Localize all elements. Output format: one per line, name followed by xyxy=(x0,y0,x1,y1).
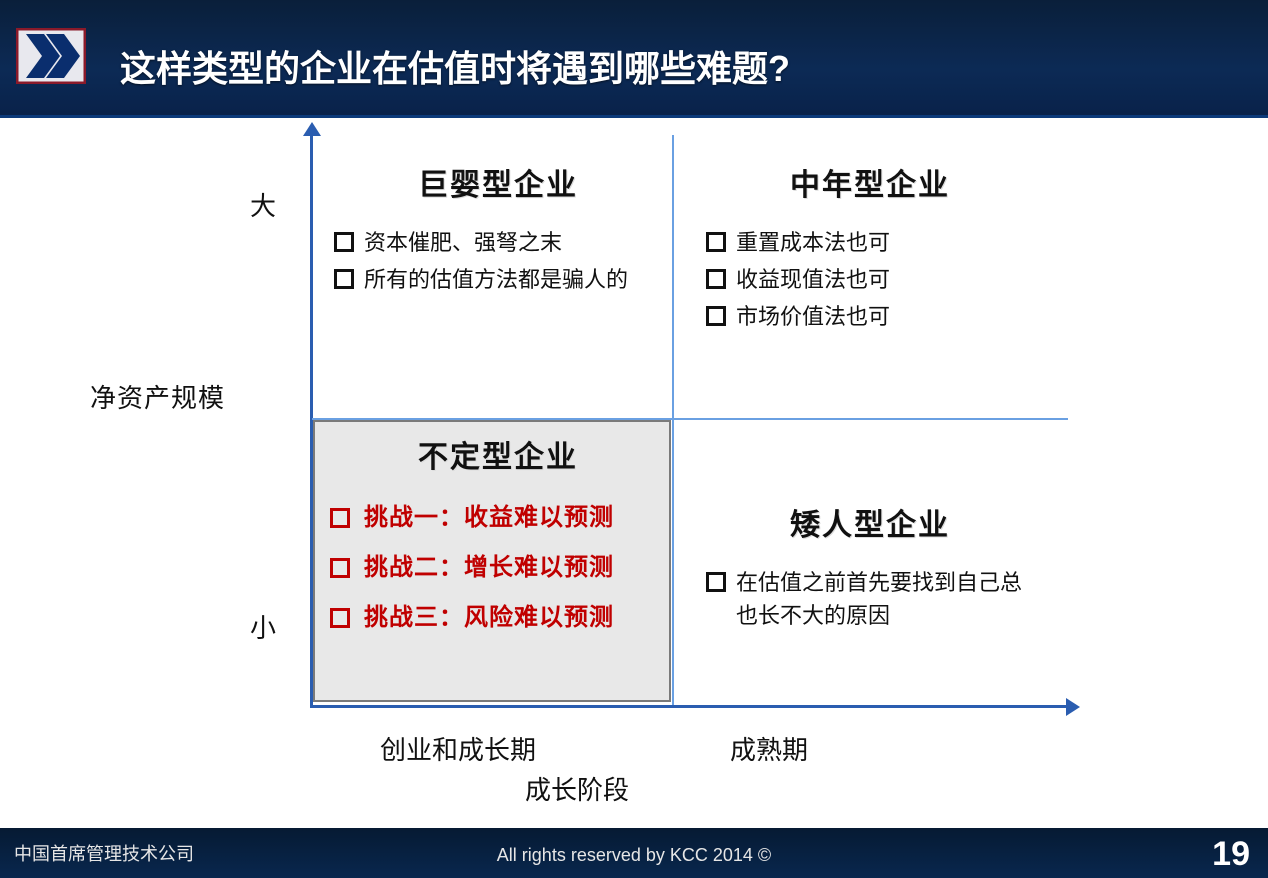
quadrant-title: 矮人型企业 xyxy=(700,500,1040,544)
page-number: 19 xyxy=(1212,835,1250,874)
quadrant-top-right: 中年型企业 重置成本法也可 收益现值法也可 市场价值法也可 xyxy=(700,160,1040,337)
quadrant-title: 巨婴型企业 xyxy=(328,160,668,204)
quadrant-title: 不定型企业 xyxy=(328,432,668,476)
bullet-list: 重置成本法也可 收益现值法也可 市场价值法也可 xyxy=(700,226,1040,333)
y-axis-label: 净资产规模 xyxy=(90,378,225,415)
quadrant-bottom-left: 不定型企业 挑战一：收益难以预测 挑战二：增长难以预测 挑战三：风险难以预测 xyxy=(328,432,668,650)
y-high-label: 大 xyxy=(250,186,276,223)
quadrant-top-left: 巨婴型企业 资本催肥、强弩之末 所有的估值方法都是骗人的 xyxy=(328,160,668,300)
quadrant-diagram: 大 小 净资产规模 创业和成长期 成熟期 成长阶段 巨婴型企业 资本催肥、强弩之… xyxy=(80,130,1080,790)
bullet-list: 在估值之前首先要找到自己总也长不大的原因 xyxy=(700,566,1040,632)
quadrant-bottom-right: 矮人型企业 在估值之前首先要找到自己总也长不大的原因 xyxy=(700,500,1040,636)
kcc-logo-icon xyxy=(16,28,86,84)
slide-title: 这样类型的企业在估值时将遇到哪些难题? xyxy=(120,40,790,92)
x-left-label: 创业和成长期 xyxy=(380,730,536,767)
header-divider xyxy=(0,115,1268,118)
bullet-item: 重置成本法也可 xyxy=(736,226,1040,259)
bullet-item: 挑战三：风险难以预测 xyxy=(364,600,668,636)
footer-center-text: All rights reserved by KCC 2014 © xyxy=(0,845,1268,866)
bullet-item: 资本催肥、强弩之末 xyxy=(364,226,668,259)
bullet-list-red: 挑战一：收益难以预测 挑战二：增长难以预测 挑战三：风险难以预测 xyxy=(328,500,668,636)
vertical-divider xyxy=(672,135,674,705)
slide-footer: 中国首席管理技术公司 All rights reserved by KCC 20… xyxy=(0,828,1268,878)
bullet-item: 所有的估值方法都是骗人的 xyxy=(364,263,668,296)
x-axis-line xyxy=(310,705,1070,708)
bullet-list: 资本催肥、强弩之末 所有的估值方法都是骗人的 xyxy=(328,226,668,296)
y-axis-arrow-icon xyxy=(303,122,321,136)
y-low-label: 小 xyxy=(250,608,276,645)
x-right-label: 成熟期 xyxy=(730,730,808,767)
quadrant-title: 中年型企业 xyxy=(700,160,1040,204)
x-axis-arrow-icon xyxy=(1066,698,1080,716)
bullet-item: 挑战一：收益难以预测 xyxy=(364,500,668,536)
bullet-item: 挑战二：增长难以预测 xyxy=(364,550,668,586)
x-axis-label: 成长阶段 xyxy=(525,770,629,807)
bullet-item: 在估值之前首先要找到自己总也长不大的原因 xyxy=(736,566,1040,632)
slide: 这样类型的企业在估值时将遇到哪些难题? 大 小 净资产规模 创业和成长期 成熟期… xyxy=(0,0,1268,878)
bullet-item: 市场价值法也可 xyxy=(736,300,1040,333)
bullet-item: 收益现值法也可 xyxy=(736,263,1040,296)
